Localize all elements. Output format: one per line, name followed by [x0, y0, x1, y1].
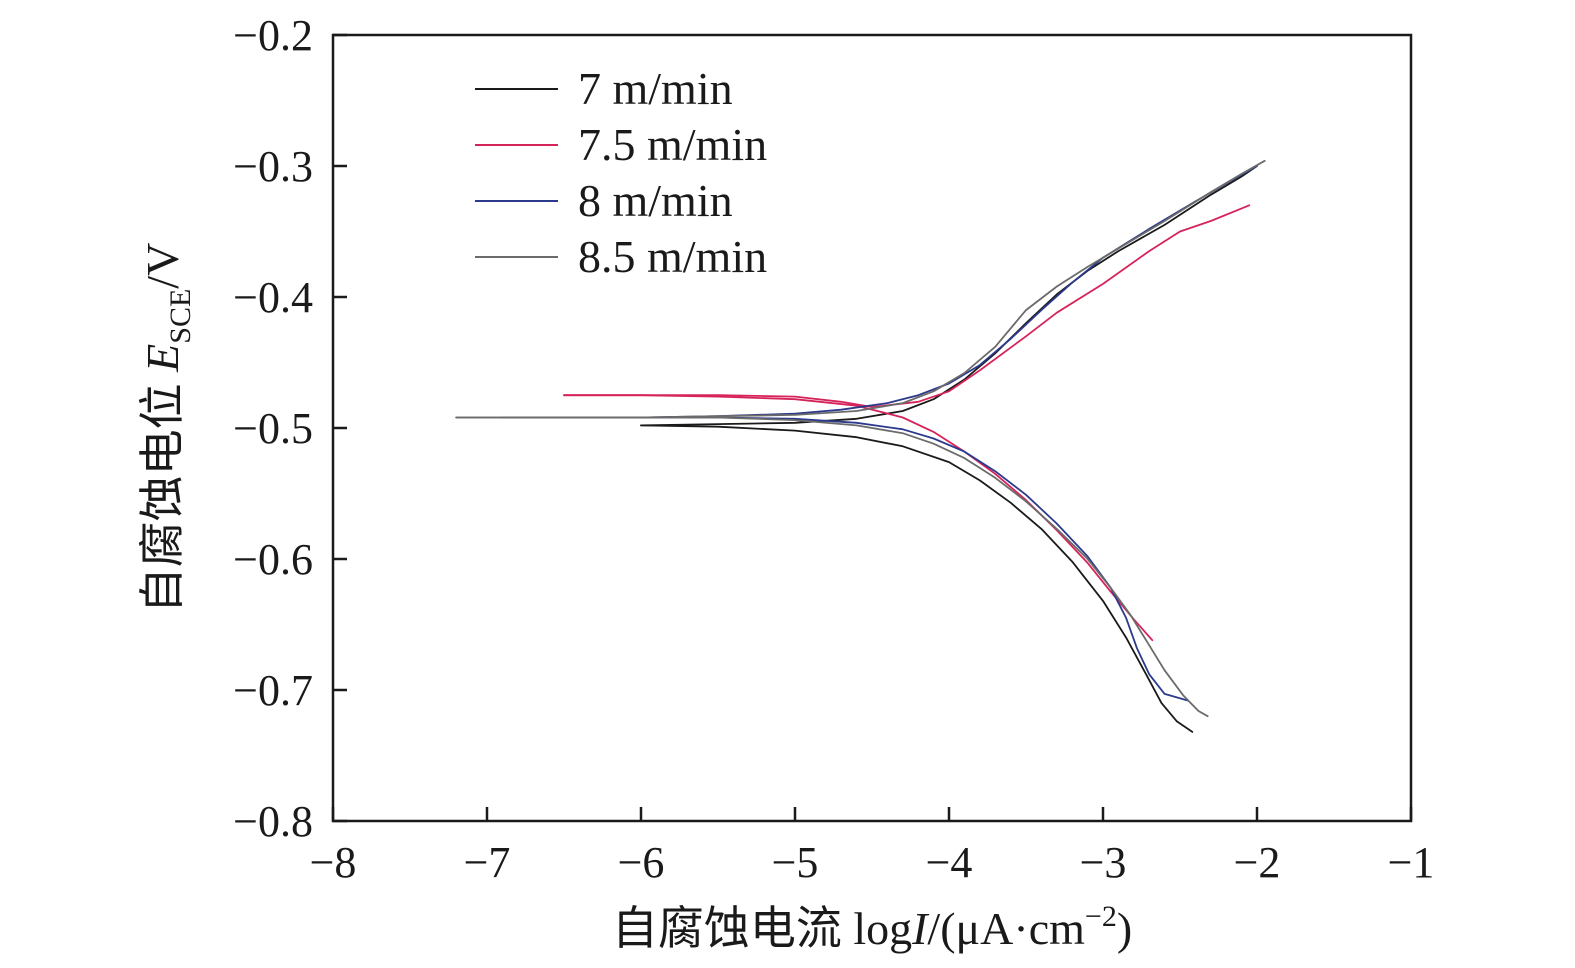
- series-layer: [455, 159, 1266, 733]
- x-tick-label: −4: [926, 838, 973, 887]
- y-axis: −0.2 −0.3 −0.4 −0.5 −0.6 −0.7 −0.8: [233, 11, 347, 846]
- x-tick-label: −2: [1234, 838, 1281, 887]
- x-tick-label: −8: [310, 838, 357, 887]
- y-tick-label: −0.7: [233, 666, 313, 715]
- y-axis-title: 自腐蚀电位 ESCE/V: [137, 243, 197, 614]
- series-line-cathodic-1: [640, 424, 1194, 733]
- y-tick-label: −0.5: [233, 404, 313, 453]
- y-tick-label: −0.6: [233, 535, 313, 584]
- x-tick-label: −5: [772, 838, 819, 887]
- legend-label: 8 m/min: [578, 175, 733, 226]
- series-line-anodic-4: [455, 159, 1266, 419]
- series-line-cathodic-2: [563, 394, 1154, 642]
- x-tick-label: −6: [618, 838, 665, 887]
- y-tick-label: −0.8: [233, 797, 313, 846]
- x-axis: −8 −7 −6 −5 −4 −3 −2 −1: [310, 807, 1435, 887]
- y-tick-label: −0.4: [233, 273, 313, 322]
- series-line-cathodic-4: [455, 416, 1209, 718]
- series-line-anodic-2: [563, 204, 1251, 408]
- x-axis-title: 自腐蚀电流 logI/(μA·cm−2): [612, 900, 1132, 954]
- legend-label: 8.5 m/min: [578, 231, 767, 282]
- x-tick-label: −7: [464, 838, 511, 887]
- legend-label: 7 m/min: [578, 63, 733, 114]
- series-line-anodic-1: [640, 165, 1258, 427]
- y-tick-label: −0.3: [233, 142, 313, 191]
- y-tick-label: −0.2: [233, 11, 313, 60]
- legend-label: 7.5 m/min: [578, 119, 767, 170]
- x-tick-label: −3: [1080, 838, 1127, 887]
- x-tick-label: −1: [1388, 838, 1435, 887]
